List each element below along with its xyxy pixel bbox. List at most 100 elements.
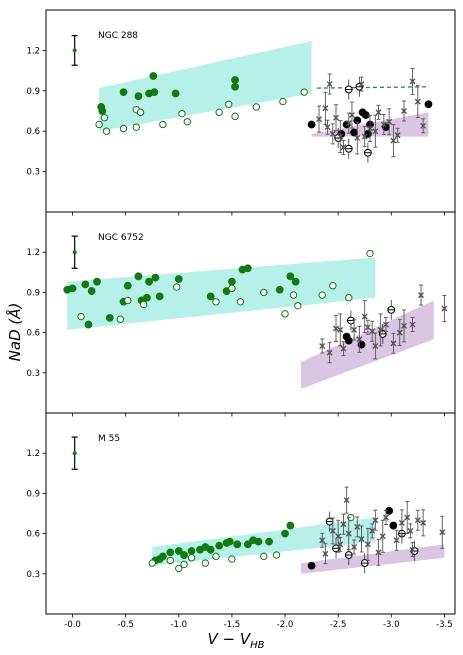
- cross-marker: [348, 112, 355, 119]
- data-point: [87, 287, 96, 295]
- agb-band: [300, 300, 434, 389]
- cross-marker: [326, 81, 333, 88]
- data-point: [345, 517, 352, 551]
- data-point: [158, 552, 167, 561]
- data-point: [206, 545, 215, 554]
- cross-marker: [319, 537, 326, 544]
- y-tick-label: 0.9: [26, 489, 40, 499]
- data-point: [375, 538, 382, 566]
- x-tick-label: -0.0: [64, 620, 81, 630]
- cross-marker: [345, 530, 352, 537]
- x-axis-title-sub: HB: [250, 640, 265, 651]
- x-tick-label: -3.5: [436, 620, 453, 630]
- data-point: [361, 126, 368, 148]
- data-point: [98, 107, 107, 115]
- data-point: [150, 88, 159, 97]
- cross-marker: [380, 121, 387, 128]
- data-point: [394, 127, 401, 143]
- cross-marker: [420, 122, 427, 129]
- data-point: [409, 67, 416, 95]
- cross-marker: [337, 541, 344, 548]
- data-point: [393, 529, 400, 551]
- chart-panel-2: 0.3 0.6 0.9 1.2 NGC 6752: [26, 211, 456, 417]
- cross-marker: [377, 326, 384, 333]
- y-tick-label: 0.6: [26, 329, 40, 339]
- data-point: [279, 97, 287, 106]
- cross-marker: [361, 133, 368, 140]
- cross-marker: [340, 521, 347, 528]
- data-point: [396, 319, 403, 347]
- cross-marker: [420, 519, 427, 526]
- cross-marker: [372, 517, 379, 524]
- data-point: [134, 92, 143, 101]
- cross-marker: [364, 541, 371, 548]
- data-point: [233, 540, 242, 549]
- data-point: [361, 111, 370, 119]
- data-point: [252, 103, 261, 111]
- data-point: [84, 320, 93, 329]
- data-point: [345, 294, 353, 302]
- data-point: [149, 72, 158, 80]
- data-point: [307, 561, 316, 570]
- data-point: [134, 272, 143, 281]
- cross-marker: [390, 137, 397, 144]
- plot-area: [95, 40, 433, 163]
- data-point: [178, 109, 186, 118]
- data-point: [382, 510, 389, 525]
- data-point: [420, 509, 427, 537]
- cross-marker: [358, 535, 365, 542]
- data-point: [390, 124, 397, 158]
- cross-marker: [439, 529, 446, 536]
- data-point: [260, 552, 268, 561]
- data-point: [100, 114, 109, 122]
- data-point: [225, 537, 234, 546]
- reference-error-bar: [71, 436, 78, 470]
- data-point: [231, 82, 239, 91]
- data-point: [166, 548, 175, 557]
- data-point: [81, 280, 90, 289]
- data-point: [265, 537, 273, 546]
- data-point: [228, 555, 236, 563]
- data-point: [346, 310, 355, 331]
- data-point: [174, 547, 183, 555]
- y-tick-label: 0.9: [26, 288, 40, 298]
- data-point: [358, 76, 365, 92]
- data-point: [291, 277, 300, 286]
- cross-marker: [324, 124, 331, 131]
- data-point: [294, 302, 302, 310]
- cross-marker: [343, 497, 350, 504]
- data-point: [95, 120, 103, 129]
- cross-marker: [401, 108, 408, 114]
- data-point: [386, 108, 393, 136]
- x-axis-title: V − VHB: [207, 630, 264, 651]
- data-point: [231, 112, 239, 121]
- x-tick-label: -1.0: [170, 620, 187, 630]
- cross-marker: [356, 336, 363, 343]
- data-point: [286, 272, 295, 281]
- data-point: [272, 551, 281, 559]
- data-point: [187, 554, 196, 562]
- data-point: [369, 523, 376, 539]
- data-point: [360, 553, 369, 574]
- rgb-band: [152, 517, 376, 566]
- cross-marker: [351, 326, 358, 333]
- data-point: [206, 292, 215, 301]
- cross-marker: [369, 527, 376, 534]
- data-point: [236, 298, 245, 306]
- cross-marker: [333, 114, 340, 121]
- data-point: [187, 547, 196, 555]
- data-point: [307, 120, 316, 129]
- cross-marker: [351, 544, 358, 550]
- cross-marker: [393, 537, 400, 544]
- data-point: [316, 105, 323, 133]
- data-point: [404, 501, 411, 534]
- cross-marker: [409, 78, 416, 85]
- data-point: [243, 264, 252, 273]
- data-point: [319, 532, 326, 548]
- chart-panel-1: 0.3 0.6 0.9 1.2 NGC 288: [26, 9, 456, 216]
- data-point: [329, 517, 336, 545]
- reference-error-bar: [71, 235, 78, 269]
- data-point: [77, 312, 85, 321]
- data-point: [116, 315, 125, 323]
